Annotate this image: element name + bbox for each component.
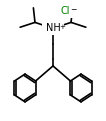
Text: Cl: Cl <box>60 7 70 16</box>
Text: −: − <box>70 5 76 14</box>
FancyBboxPatch shape <box>54 5 77 18</box>
Text: +: + <box>60 24 66 30</box>
FancyBboxPatch shape <box>42 22 64 35</box>
Text: NH: NH <box>46 23 60 33</box>
